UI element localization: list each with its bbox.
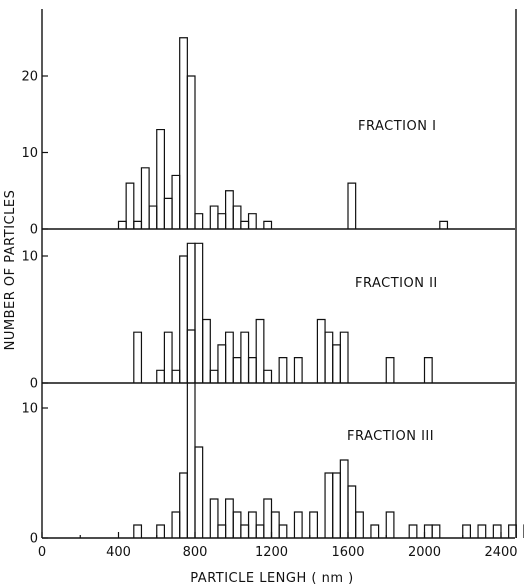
histogram-bar [355,511,364,538]
histogram-bar [247,213,257,229]
histogram-bar [347,485,357,538]
y-tick-label: 0 [30,532,38,547]
histogram-bar [339,331,349,383]
histogram-bar [332,472,341,538]
y-tick-label: 10 [21,250,38,265]
histogram-bar [270,511,280,538]
histogram-bar [186,75,196,229]
y-tick-label: 10 [21,146,38,161]
histogram-bar [492,524,502,538]
histogram-bar [263,369,273,383]
y-tick-label: 20 [21,70,38,85]
histogram-bar [140,167,150,229]
histogram-bar [240,524,250,538]
histogram-bar [171,511,181,538]
histogram-bar [217,524,227,538]
histogram-bar [339,459,349,538]
panel-label: FRACTION III [347,429,434,444]
histogram-bar [225,331,234,383]
histogram-bar [324,472,334,538]
histogram-bar [240,220,250,229]
histogram-bar [156,369,165,383]
histogram-bar [263,498,273,538]
histogram-bar [202,318,211,383]
histogram-bar [125,182,135,229]
histogram-bar [255,318,265,383]
histogram-bar [163,331,173,383]
histogram-bar [385,357,395,383]
histogram-bar [423,357,433,383]
histogram-bar [232,511,242,538]
histogram-bar [225,190,234,229]
histogram-bar [209,369,219,383]
histogram-bar [263,220,273,229]
histogram-bar [225,498,234,538]
histogram-bar [477,524,487,538]
histogram-bar [255,524,265,538]
histogram-bar [148,205,158,229]
histogram-bar [194,213,204,229]
histogram-bar [133,524,143,538]
x-tick-label: 400 [106,545,131,560]
histogram-bar [194,446,204,538]
histogram-bar [324,331,334,383]
histogram-bar [293,357,303,383]
histogram-bar [194,242,204,383]
histogram-bar [462,524,471,538]
y-tick-label: 0 [30,377,38,392]
histogram-bar [217,344,227,383]
histogram-bar [247,357,257,383]
y-tick-label: 10 [21,402,38,417]
histogram-bar [316,318,326,383]
histogram-bar [179,255,188,383]
histogram-bar [439,220,449,229]
x-tick-label: 1200 [255,545,288,560]
histogram-bar [186,242,196,383]
histogram-bar [179,37,188,229]
histogram-bar [156,524,165,538]
histogram-bar [117,220,127,229]
histogram-bar [408,524,418,538]
histogram-bar [217,213,227,229]
histogram-bar [179,472,188,538]
x-tick-label: 2000 [408,545,441,560]
histogram-bar [385,511,395,538]
histogram-bar [309,511,318,538]
histogram-bar [247,511,257,538]
histogram-bar [431,524,441,538]
histogram-bar [278,357,288,383]
x-tick-label: 800 [183,545,208,560]
histogram-bar [423,524,433,538]
histogram-bar [186,329,196,538]
x-axis-title: PARTICLE LENGH ( nm ) [190,571,353,586]
histogram-bar [508,524,517,538]
x-tick-label: 1600 [331,545,364,560]
histogram-bar [278,524,288,538]
histogram-bar [232,357,242,383]
y-axis-title: NUMBER OF PARTICLES [3,190,18,351]
histogram-bar [332,344,341,383]
histogram-bar [347,182,357,229]
histogram-bar [370,524,380,538]
histogram-bar [171,369,181,383]
panel-label: FRACTION I [358,119,436,134]
x-tick-label: 2400 [484,545,517,560]
x-tick-label: 0 [38,545,46,560]
histogram-bar [209,205,219,229]
histogram-bar [133,220,143,229]
histogram-bar [293,511,303,538]
panel-label: FRACTION II [355,276,438,291]
histogram-bar [209,498,219,538]
histogram-bar [156,128,165,229]
histogram-bar [240,331,250,383]
histogram-bar [171,174,181,229]
histogram-bar [232,205,242,229]
histogram-bar [163,197,173,229]
histogram-bar [133,331,143,383]
y-tick-label: 0 [30,223,38,238]
